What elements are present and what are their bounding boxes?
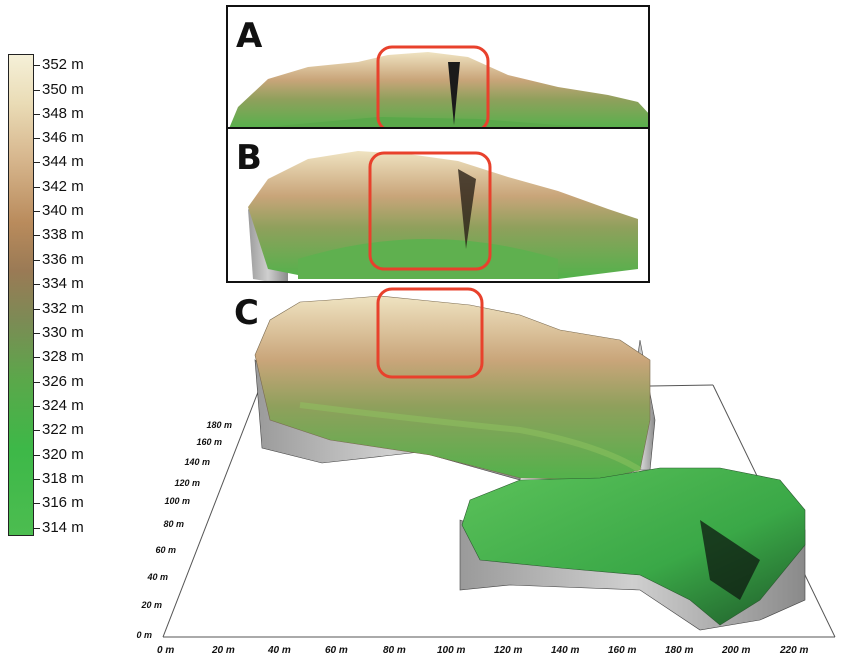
colorbar-label: 334 m — [42, 275, 84, 292]
colorbar-tick — [34, 357, 40, 358]
x-tick-label: 80 m — [383, 645, 406, 656]
colorbar-label: 340 m — [42, 202, 84, 219]
colorbar-label: 326 m — [42, 373, 84, 390]
colorbar-label: 342 m — [42, 178, 84, 195]
x-tick-label: 120 m — [494, 645, 523, 656]
colorbar-tick — [34, 455, 40, 456]
x-tick-label: 140 m — [551, 645, 580, 656]
colorbar-label: 350 m — [42, 81, 84, 98]
y-tick-label: 160 m — [196, 437, 222, 447]
colorbar-tick — [34, 309, 40, 310]
x-tick-label: 20 m — [212, 645, 235, 656]
colorbar-label: 322 m — [42, 421, 84, 438]
y-tick-label: 20 m — [141, 600, 162, 610]
colorbar-label: 338 m — [42, 226, 84, 243]
x-tick-label: 0 m — [157, 645, 175, 656]
colorbar-label: 316 m — [42, 494, 84, 511]
panel-c-label: C — [234, 293, 259, 333]
panel-b-terrain — [248, 151, 638, 281]
panel-b-label: B — [236, 138, 262, 178]
colorbar-label: 320 m — [42, 446, 84, 463]
panel-b: B — [226, 127, 650, 283]
colorbar-tick — [34, 430, 40, 431]
elevation-colorbar — [8, 54, 34, 536]
highlight-box-a — [376, 45, 490, 127]
x-tick-label: 200 m — [722, 645, 751, 656]
colorbar-tick — [34, 406, 40, 407]
y-tick-label: 60 m — [155, 545, 176, 555]
colorbar-tick — [34, 90, 40, 91]
colorbar-label: 346 m — [42, 129, 84, 146]
colorbar-label: 348 m — [42, 105, 84, 122]
colorbar-tick — [34, 187, 40, 188]
colorbar-tick — [34, 235, 40, 236]
colorbar-tick — [34, 260, 40, 261]
x-tick-label: 100 m — [437, 645, 466, 656]
colorbar-tick — [34, 114, 40, 115]
x-tick-label: 180 m — [665, 645, 694, 656]
colorbar-label: 336 m — [42, 251, 84, 268]
highlight-box-c — [376, 287, 484, 379]
colorbar-tick — [34, 211, 40, 212]
colorbar-label: 352 m — [42, 56, 84, 73]
colorbar-label: 324 m — [42, 397, 84, 414]
colorbar-label: 344 m — [42, 153, 84, 170]
y-tick-label: 0 m — [136, 630, 152, 640]
terrain-surface — [254, 295, 806, 626]
x-tick-label: 60 m — [325, 645, 348, 656]
colorbar-tick — [34, 333, 40, 334]
y-tick-label: 80 m — [163, 519, 184, 529]
colorbar-tick — [34, 162, 40, 163]
colorbar-tick — [34, 65, 40, 66]
y-tick-label: 140 m — [184, 457, 210, 467]
y-tick-label: 40 m — [147, 572, 168, 582]
x-tick-label: 220 m — [780, 645, 809, 656]
y-tick-label: 180 m — [206, 420, 232, 430]
panel-a: A — [226, 5, 650, 129]
colorbar-tick — [34, 284, 40, 285]
x-tick-label: 160 m — [608, 645, 637, 656]
colorbar-label: 318 m — [42, 470, 84, 487]
y-tick-label: 120 m — [174, 478, 200, 488]
colorbar-label: 314 m — [42, 519, 84, 536]
y-tick-label: 100 m — [164, 496, 190, 506]
panel-a-terrain — [229, 45, 648, 127]
colorbar-label: 330 m — [42, 324, 84, 341]
colorbar-tick — [34, 382, 40, 383]
highlight-box-b — [368, 151, 492, 271]
colorbar-label: 332 m — [42, 300, 84, 317]
panel-a-label: A — [236, 16, 263, 56]
colorbar-tick — [34, 528, 40, 529]
colorbar-label: 328 m — [42, 348, 84, 365]
colorbar-tick — [34, 503, 40, 504]
colorbar-tick — [34, 479, 40, 480]
x-tick-label: 40 m — [268, 645, 291, 656]
colorbar-tick — [34, 138, 40, 139]
